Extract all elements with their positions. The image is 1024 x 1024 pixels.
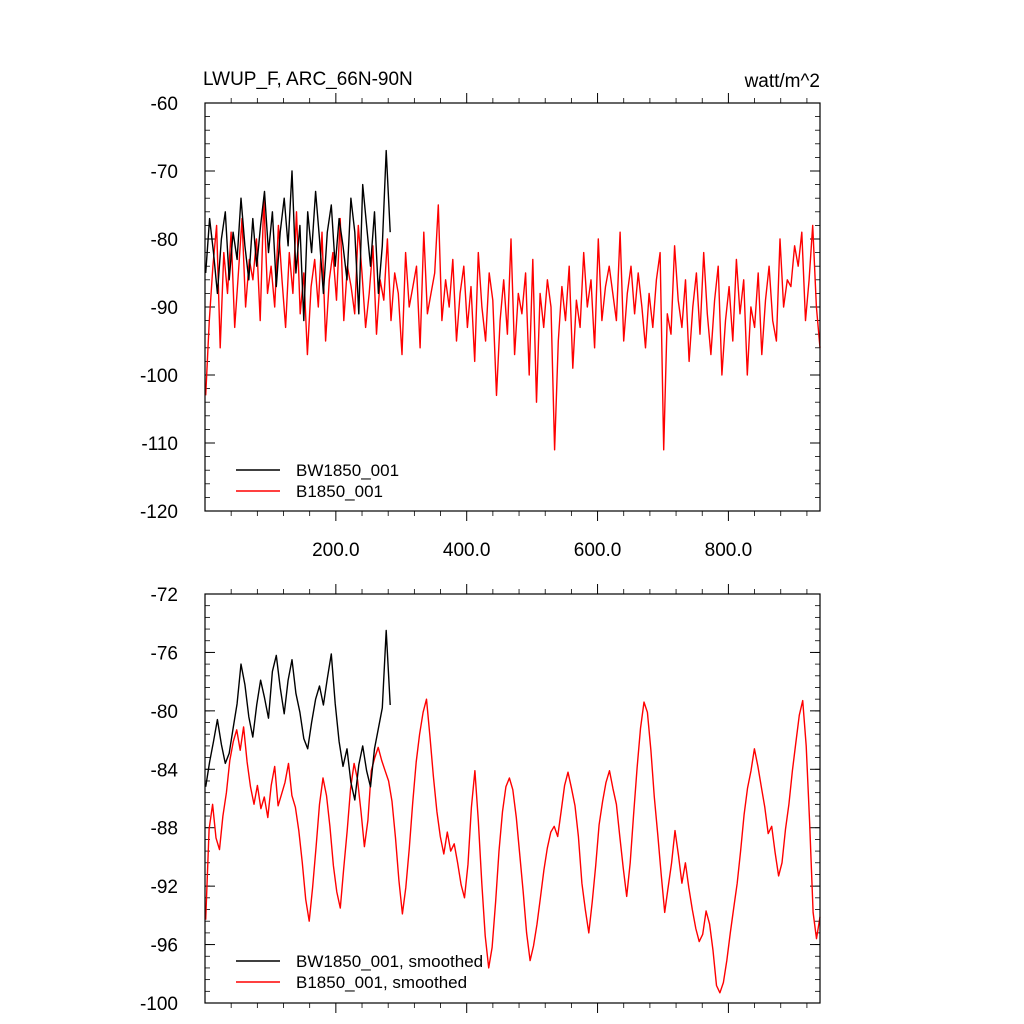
top-y-tick-label: -80 (151, 230, 178, 251)
bottom-series-lines (205, 629, 821, 994)
top-y-tick-label: -120 (140, 502, 178, 523)
bottom-y-tick-label: -96 (151, 936, 178, 957)
units-label: watt/m^2 (744, 71, 820, 92)
chart-title: LWUP_F, ARC_66N-90N (203, 69, 413, 90)
bottom-series-line-1 (205, 698, 821, 994)
bottom-y-tick-label: -92 (151, 877, 178, 898)
top-x-tick-label: 600.0 (574, 540, 622, 561)
top-x-tick-label: 400.0 (443, 540, 491, 561)
bottom-y-tick-label: -84 (151, 760, 179, 781)
top-x-tick-label: 800.0 (705, 540, 753, 561)
bottom-series-line-0 (205, 629, 391, 801)
top-y-tick-label: -60 (151, 94, 178, 115)
top-y-tick-label: -100 (140, 366, 178, 387)
top-series-lines (205, 149, 821, 451)
legend-label-b1850: B1850_001 (296, 482, 383, 501)
bottom-y-tick-label: -100 (140, 994, 178, 1015)
top-plot-frame (204, 102, 821, 512)
bottom-y-tick-labels: -100 -96 -92 -88 -84 -80 -76 -72 (140, 585, 178, 1015)
top-y-tick-label: -110 (141, 434, 178, 455)
bottom-y-tick-label: -88 (151, 819, 178, 840)
top-y-tick-label: -70 (151, 162, 178, 183)
bottom-panel: -100 -96 -92 -88 -84 -80 -76 -72 BW1850_001, sm… (140, 584, 821, 1015)
bottom-y-tick-label: -76 (151, 643, 178, 664)
top-series-line-1 (205, 197, 821, 451)
top-panel: LWUP_F, ARC_66N-90N watt/m^2 -120 -110 -10… (140, 69, 821, 561)
legend-label-bw1850: BW1850_001 (296, 461, 399, 480)
top-legend: BW1850_001 B1850_001 (236, 461, 399, 501)
top-series-line-0 (205, 149, 391, 322)
bottom-y-tick-label: -80 (151, 702, 178, 723)
top-y-tick-labels: -120 -110 -100 -90 -80 -70 -60 (140, 94, 178, 523)
bottom-plot-frame (204, 593, 821, 1004)
top-y-tick-label: -90 (151, 298, 178, 319)
bottom-y-tick-label: -72 (151, 585, 178, 606)
legend-label-b1850-smoothed: B1850_001, smoothed (296, 973, 467, 992)
bottom-legend: BW1850_001, smoothed B1850_001, smoothed (236, 952, 483, 992)
top-x-tick-label: 200.0 (312, 540, 360, 561)
top-x-tick-labels: 200.0 400.0 600.0 800.0 (312, 540, 752, 561)
legend-label-bw1850-smoothed: BW1850_001, smoothed (296, 952, 483, 971)
